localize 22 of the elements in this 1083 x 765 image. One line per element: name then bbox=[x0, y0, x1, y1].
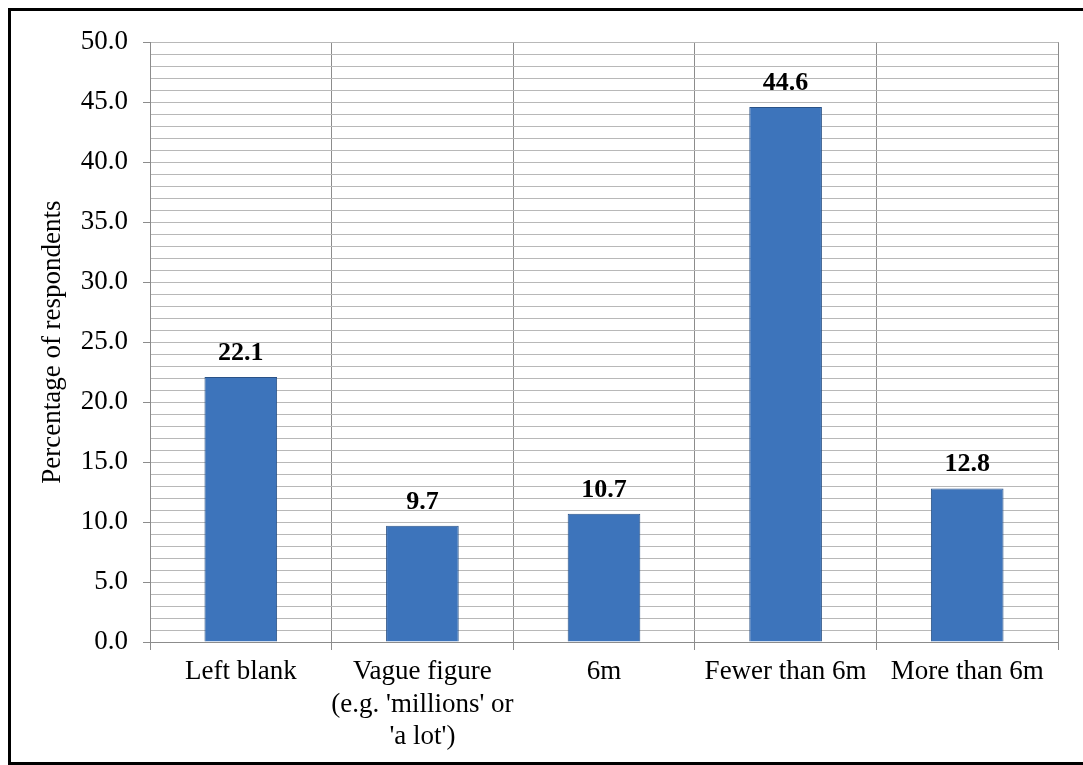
y-tick-label: 5.0 bbox=[94, 565, 128, 596]
y-tick-label: 45.0 bbox=[80, 85, 128, 116]
y-tick-label: 50.0 bbox=[80, 25, 128, 56]
data-label: 22.1 bbox=[218, 336, 264, 366]
y-tick-label: 20.0 bbox=[80, 385, 128, 416]
data-label: 10.7 bbox=[581, 473, 627, 503]
y-tick-label: 35.0 bbox=[80, 205, 128, 236]
data-label: 9.7 bbox=[406, 485, 439, 515]
y-tick-label: 30.0 bbox=[80, 265, 128, 296]
y-tick-label: 10.0 bbox=[80, 505, 128, 536]
x-tick-label: More than 6m bbox=[890, 655, 1044, 686]
x-tick-label: Fewer than 6m bbox=[704, 655, 867, 686]
y-tick-label: 0.0 bbox=[94, 625, 128, 656]
data-label: 12.8 bbox=[944, 448, 990, 478]
x-tick-label: Left blank bbox=[184, 655, 298, 686]
x-tick-label: 6m bbox=[586, 655, 622, 686]
y-tick-label: 15.0 bbox=[80, 445, 128, 476]
x-tick-label: Vague figure (e.g. 'millions' or 'a lot') bbox=[331, 655, 514, 751]
y-tick-label: 40.0 bbox=[80, 145, 128, 176]
y-tick-label: 25.0 bbox=[80, 325, 128, 356]
data-label: 44.6 bbox=[762, 66, 809, 96]
y-axis-title: Percentage of respondents bbox=[36, 200, 67, 484]
